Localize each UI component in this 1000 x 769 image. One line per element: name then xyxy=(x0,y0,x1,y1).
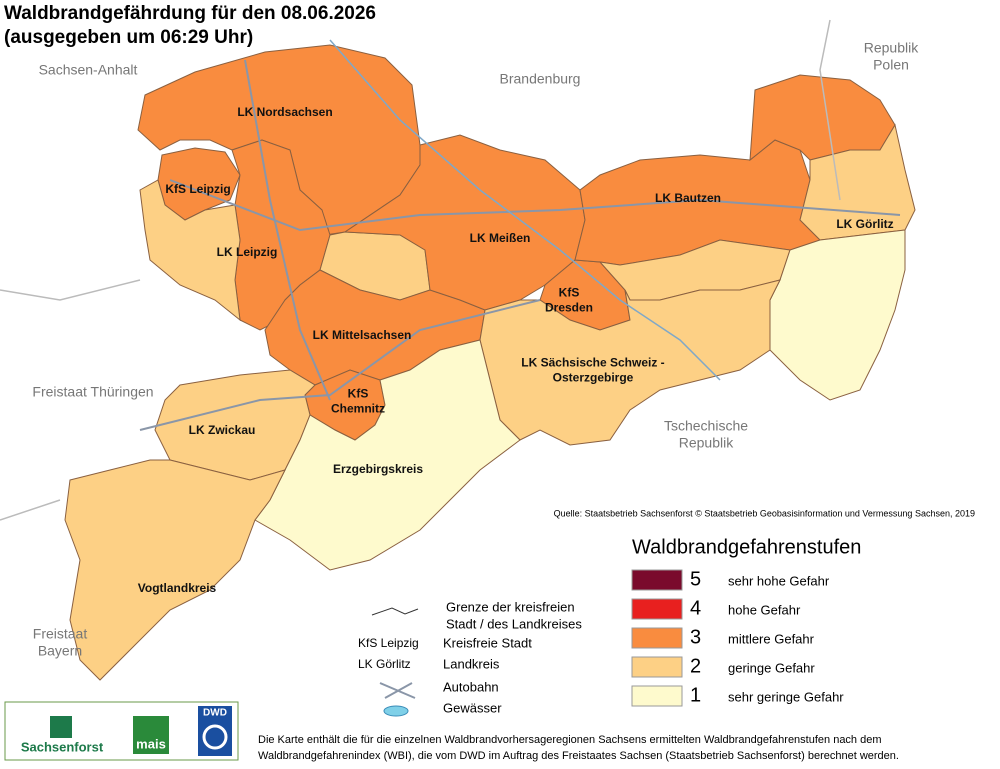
legend-level: 5 xyxy=(690,568,701,590)
title: (ausgegeben um 06:29 Uhr) xyxy=(4,27,253,48)
district-label: LK Mittelsachsen xyxy=(313,328,412,342)
border-symbol xyxy=(371,607,419,616)
water-symbol xyxy=(383,705,409,717)
legend-label: sehr hohe Gefahr xyxy=(728,573,830,588)
district-label: LK Meißen xyxy=(470,231,531,245)
legend-label: hohe Gefahr xyxy=(728,602,801,617)
key-label: Autobahn xyxy=(443,679,499,694)
logo-icon xyxy=(50,716,72,738)
legend-swatch xyxy=(631,598,683,620)
legend-level: 2 xyxy=(690,655,701,677)
key-label: Gewässer xyxy=(443,700,502,715)
zones xyxy=(64,44,916,681)
logo: mais xyxy=(136,736,166,751)
neighbor-label: Bayern xyxy=(38,643,82,659)
district-label: KfS xyxy=(348,387,369,401)
key-label: Landkreis xyxy=(443,656,500,671)
neighbor-label: Freistaat Thüringen xyxy=(32,384,153,400)
motorway xyxy=(139,299,541,431)
neighbor-label: Freistaat xyxy=(33,626,88,642)
legend-swatch xyxy=(631,627,683,649)
neighbor-label: Brandenburg xyxy=(500,71,581,87)
border xyxy=(0,19,841,521)
legend-level: 4 xyxy=(690,597,701,619)
logos: Sachsenforst mais DWD xyxy=(4,701,239,761)
key: Grenze der kreisfreien Stadt / des Landk… xyxy=(358,599,582,717)
district-label: Vogtlandkreis xyxy=(138,581,217,595)
zone xyxy=(64,459,286,681)
key-symbol: KfS Leipzig xyxy=(358,636,419,650)
motorway xyxy=(244,59,331,401)
motorway-symbol xyxy=(379,682,416,699)
legend-swatch xyxy=(631,569,683,591)
legend-title: Waldbrandgefahrenstufen xyxy=(632,536,861,558)
district-label: KfS xyxy=(559,286,580,300)
zone xyxy=(139,179,241,322)
neighbor-label: Sachsen-Anhalt xyxy=(39,62,138,78)
logo: DWD xyxy=(203,708,227,719)
zone xyxy=(799,123,916,241)
district-label: LK Görlitz xyxy=(836,217,893,231)
roads-rivers xyxy=(0,19,901,521)
zone xyxy=(254,339,521,571)
motorway xyxy=(169,179,901,232)
legend-swatch xyxy=(631,685,683,707)
district-label: LK Leipzig xyxy=(217,245,278,259)
footnote: Die Karte enthält die für die einzelnen … xyxy=(258,734,882,746)
logo-icon xyxy=(202,724,228,750)
legend-label: mittlere Gefahr xyxy=(728,631,815,646)
zone xyxy=(769,229,906,401)
labels: LK Nordsachsen KfS Leipzig LK Leipzig LK Me… xyxy=(32,40,919,659)
neighbor-label: Republik xyxy=(679,435,734,451)
river xyxy=(329,39,721,381)
legend-swatch xyxy=(631,656,683,678)
key-label: Grenze der kreisfreien xyxy=(446,599,575,614)
legend-label: sehr geringe Gefahr xyxy=(728,689,844,704)
zone xyxy=(479,279,781,446)
footnote: Waldbrandgefahrenindex (WBI), die vom DW… xyxy=(258,750,899,762)
neighbor-label: Polen xyxy=(873,57,909,73)
district-label: Dresden xyxy=(545,301,593,315)
legend: 5 sehr hohe Gefahr 4 hohe Gefahr 3 mittlere G… xyxy=(631,568,844,707)
source: Quelle: Staatsbetrieb Sachsenforst © Sta… xyxy=(554,508,975,518)
title: Waldbrandgefährdung für den 08.06.2026 xyxy=(4,3,376,24)
legend-label: geringe Gefahr xyxy=(728,660,815,675)
district-label: LK Nordsachsen xyxy=(237,105,332,119)
logo-icon xyxy=(133,716,169,754)
district-label: LK Zwickau xyxy=(189,423,256,437)
district-label: Osterzgebirge xyxy=(553,371,634,385)
key-label: Kreisfreie Stadt xyxy=(443,635,532,650)
district-label: LK Bautzen xyxy=(655,191,721,205)
neighbor-label: Tschechische xyxy=(664,418,748,434)
legend-level: 1 xyxy=(690,684,701,706)
district-label: KfS Leipzig xyxy=(165,182,230,196)
key-symbol: LK Görlitz xyxy=(358,657,411,671)
district-label: Erzgebirgskreis xyxy=(333,462,423,476)
neighbor-label: Republik xyxy=(864,40,919,56)
district-label: Chemnitz xyxy=(331,402,385,416)
district-label: LK Sächsische Schweiz - xyxy=(521,356,664,370)
key-label: Stadt / des Landkreises xyxy=(446,616,582,631)
legend-level: 3 xyxy=(690,626,701,648)
logo: Sachsenforst xyxy=(21,739,104,754)
